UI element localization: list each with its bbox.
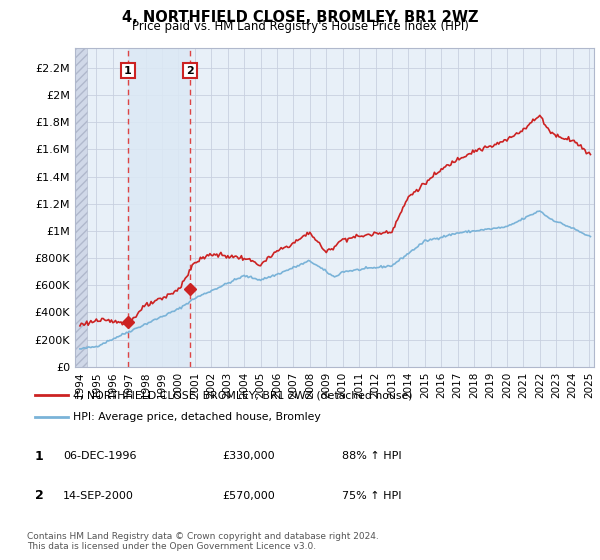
Text: HPI: Average price, detached house, Bromley: HPI: Average price, detached house, Brom… (73, 412, 321, 422)
Bar (128, 48, 190, 367)
Text: 14-SEP-2000: 14-SEP-2000 (63, 491, 134, 501)
Bar (75, 48, 87, 367)
Text: 06-DEC-1996: 06-DEC-1996 (63, 451, 137, 461)
Text: 2: 2 (35, 489, 43, 502)
Text: 88% ↑ HPI: 88% ↑ HPI (342, 451, 401, 461)
Text: 75% ↑ HPI: 75% ↑ HPI (342, 491, 401, 501)
Text: Contains HM Land Registry data © Crown copyright and database right 2024.
This d: Contains HM Land Registry data © Crown c… (27, 532, 379, 552)
Text: £570,000: £570,000 (222, 491, 275, 501)
Text: 1: 1 (35, 450, 43, 463)
Text: 1: 1 (124, 66, 132, 76)
Text: 4, NORTHFIELD CLOSE, BROMLEY, BR1 2WZ: 4, NORTHFIELD CLOSE, BROMLEY, BR1 2WZ (122, 10, 478, 25)
Text: 4, NORTHFIELD CLOSE, BROMLEY, BR1 2WZ (detached house): 4, NORTHFIELD CLOSE, BROMLEY, BR1 2WZ (d… (73, 390, 413, 400)
Text: £330,000: £330,000 (222, 451, 275, 461)
Text: 2: 2 (186, 66, 194, 76)
Text: Price paid vs. HM Land Registry's House Price Index (HPI): Price paid vs. HM Land Registry's House … (131, 20, 469, 33)
